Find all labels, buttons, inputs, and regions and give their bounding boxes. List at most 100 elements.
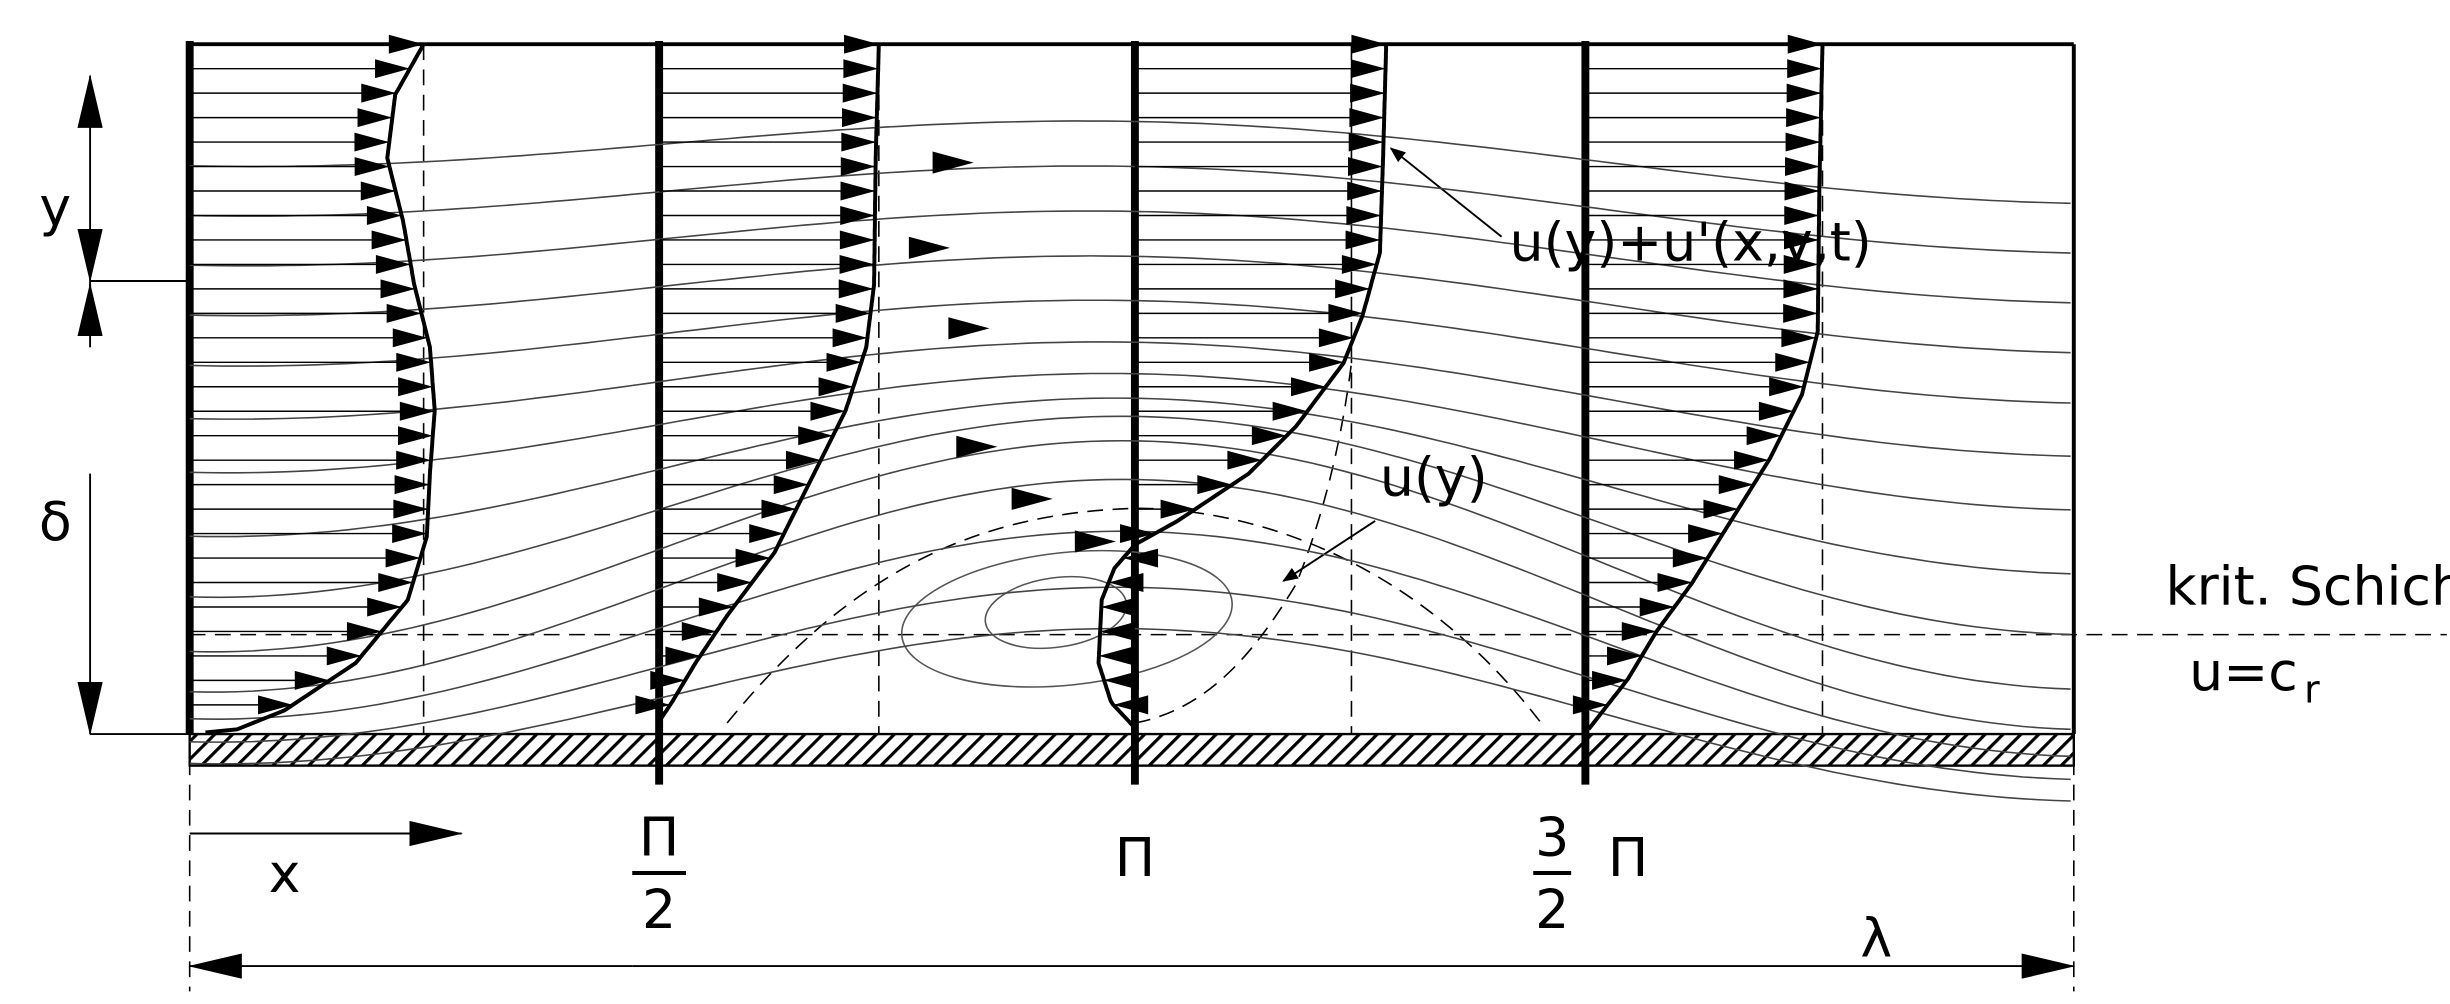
vector-head bbox=[1775, 352, 1811, 372]
vector-head bbox=[832, 328, 868, 348]
vector-head bbox=[842, 108, 877, 128]
vector-head bbox=[843, 59, 879, 79]
vector-head bbox=[1657, 573, 1693, 592]
vector-head bbox=[1621, 621, 1657, 641]
vector-head bbox=[844, 34, 879, 54]
vector-head bbox=[1718, 475, 1754, 495]
vector-head bbox=[258, 695, 293, 715]
vector-head bbox=[839, 230, 875, 250]
critical-condition: u=c r bbox=[2189, 640, 2320, 712]
vector-head bbox=[1783, 230, 1819, 250]
vector-head bbox=[1607, 646, 1642, 666]
streamline bbox=[189, 165, 2071, 254]
vector-head bbox=[396, 450, 431, 470]
profile-curve bbox=[1096, 44, 1389, 728]
phase-symbol: Π bbox=[1608, 826, 1648, 889]
x-label: x bbox=[269, 842, 301, 905]
vector-head bbox=[360, 181, 396, 201]
vector-head bbox=[1758, 401, 1794, 421]
vector-head bbox=[375, 254, 411, 274]
vector-head bbox=[1346, 206, 1382, 225]
vector-head bbox=[1345, 230, 1381, 250]
vector-head bbox=[1785, 132, 1821, 152]
phase-lines bbox=[185, 41, 1590, 785]
vector-head bbox=[717, 573, 752, 592]
vector-head bbox=[1349, 108, 1385, 128]
vector-head bbox=[1350, 83, 1385, 103]
streamline bbox=[189, 439, 2071, 690]
profile-curve bbox=[658, 44, 881, 721]
vector-head bbox=[1108, 573, 1144, 592]
phase-label: Π bbox=[1115, 826, 1155, 889]
vector-head bbox=[1785, 157, 1820, 177]
vector-head bbox=[698, 597, 734, 617]
vector-head bbox=[388, 34, 424, 54]
vector-head bbox=[392, 328, 428, 348]
vector-head bbox=[1123, 548, 1159, 568]
vector-head bbox=[1328, 303, 1364, 323]
flow-arrow bbox=[956, 435, 998, 458]
vector-head bbox=[1335, 279, 1370, 299]
streamline bbox=[189, 120, 2071, 205]
streamline bbox=[189, 415, 2071, 636]
vector-head bbox=[1120, 524, 1155, 544]
vector-head bbox=[380, 279, 416, 299]
vector-head bbox=[1769, 377, 1804, 397]
vector-head bbox=[1781, 328, 1817, 348]
vector-head bbox=[1787, 59, 1822, 79]
vector-head bbox=[681, 621, 717, 641]
vector-head bbox=[398, 377, 433, 397]
vector-head bbox=[840, 181, 876, 201]
flow-arrow bbox=[1074, 530, 1116, 553]
vector-head bbox=[1784, 206, 1820, 225]
phase-denominator: 2 bbox=[642, 878, 676, 941]
vector-head bbox=[1350, 59, 1386, 79]
streamline bbox=[189, 210, 2071, 304]
profiles bbox=[189, 34, 1825, 735]
vector-head bbox=[1160, 499, 1196, 519]
vector-head bbox=[1734, 450, 1769, 470]
vector-head bbox=[375, 59, 410, 79]
vector-head bbox=[367, 597, 402, 617]
vector-head bbox=[1787, 34, 1823, 54]
vector-head bbox=[1592, 670, 1627, 690]
perturbed-profile-label: u(y)+u'(x,y,t) bbox=[1510, 211, 1872, 274]
vector-head bbox=[1251, 426, 1287, 446]
streamline bbox=[189, 478, 2071, 731]
vector-head bbox=[839, 254, 875, 274]
vector-head bbox=[838, 279, 874, 299]
subscript: r bbox=[2304, 668, 2320, 712]
vector-head bbox=[1672, 548, 1708, 568]
vector-head bbox=[386, 303, 422, 323]
vector-head bbox=[798, 426, 833, 446]
vector-head bbox=[1783, 303, 1818, 323]
vector-head bbox=[1348, 132, 1384, 152]
vector-head bbox=[1098, 646, 1134, 666]
vector-head bbox=[1309, 352, 1344, 372]
flow-arrow bbox=[908, 236, 950, 259]
mean-profile-label: u(y) bbox=[1380, 446, 1488, 509]
vector-head bbox=[394, 475, 430, 495]
delta-label: δ bbox=[39, 490, 72, 553]
vector-head bbox=[393, 499, 429, 519]
vector-head bbox=[354, 157, 390, 177]
vector-head bbox=[650, 670, 686, 690]
phase-numerator: Π bbox=[639, 806, 679, 869]
vector-head bbox=[361, 83, 397, 103]
vector-head bbox=[1784, 181, 1820, 201]
vector-head bbox=[1572, 695, 1608, 715]
vector-head bbox=[346, 621, 382, 641]
vector-head bbox=[354, 132, 390, 152]
lambda-label: λ bbox=[1860, 907, 1892, 970]
vector-head bbox=[399, 401, 435, 421]
vector-head bbox=[826, 352, 862, 372]
vector-head bbox=[635, 695, 671, 715]
vector-head bbox=[1104, 670, 1139, 690]
vector-head bbox=[1688, 524, 1723, 544]
vector-head bbox=[371, 230, 407, 250]
vector-head bbox=[841, 132, 877, 152]
vector-head bbox=[1351, 34, 1387, 54]
vector-head bbox=[818, 377, 854, 397]
vector-head bbox=[392, 524, 427, 544]
vector-head bbox=[1318, 328, 1354, 348]
